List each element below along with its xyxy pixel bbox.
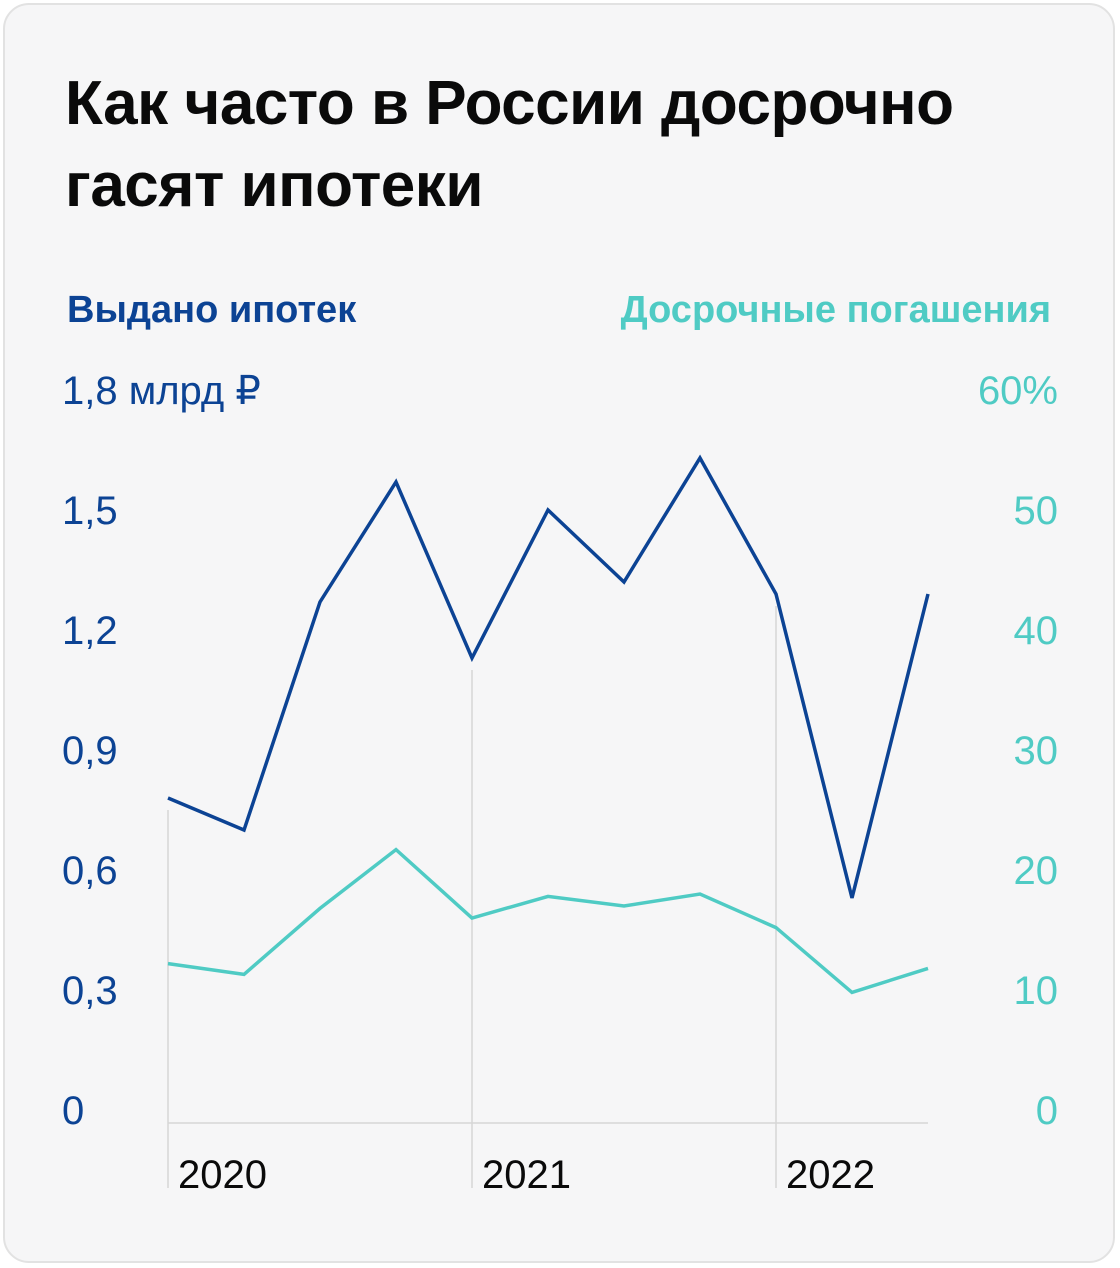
y-left-tick-label: 0 [62, 1089, 84, 1133]
y-left-tick-label: 1,8 млрд ₽ [62, 369, 261, 413]
legend-early-repayments: Досрочные погашения [620, 289, 1051, 331]
y-left-tick-label: 1,5 [62, 489, 118, 533]
x-tick-label: 2022 [786, 1153, 875, 1197]
y-right-tick-label: 30 [1014, 729, 1059, 773]
data-point-early-repayments [319, 907, 322, 910]
series-line-early-repayments [167, 847, 929, 995]
data-point-issued-mortgages [167, 797, 170, 800]
data-point-early-repayments [167, 962, 170, 965]
data-point-issued-mortgages [927, 593, 930, 596]
y-right-tick-label: 40 [1014, 609, 1059, 653]
data-point-early-repayments [775, 926, 778, 929]
y-left-tick-label: 0,9 [62, 729, 118, 773]
data-point-issued-mortgages [851, 897, 854, 900]
data-point-early-repayments [243, 973, 246, 976]
data-point-issued-mortgages [471, 657, 474, 660]
data-point-early-repayments [623, 905, 626, 908]
data-point-early-repayments [699, 893, 702, 896]
y-left-tick-label: 1,2 [62, 609, 118, 653]
chart-title: Как часто в России досрочно гасят ипотек… [65, 69, 954, 220]
data-point-issued-mortgages [395, 481, 398, 484]
y-right-tick-label: 10 [1014, 969, 1059, 1013]
data-point-early-repayments [927, 967, 930, 970]
data-point-issued-mortgages [775, 593, 778, 596]
data-point-issued-mortgages [243, 829, 246, 832]
data-point-early-repayments [547, 895, 550, 898]
chart-card: Как часто в России досрочно гасят ипотек… [3, 3, 1115, 1263]
x-tick-label: 2021 [482, 1153, 571, 1197]
y-left-tick-label: 0,6 [62, 849, 118, 893]
y-right-tick-label: 20 [1014, 849, 1059, 893]
data-point-early-repayments [395, 848, 398, 851]
y-right-tick-label: 50 [1014, 489, 1059, 533]
data-point-early-repayments [471, 917, 474, 920]
data-point-early-repayments [851, 991, 854, 994]
y-left-tick-label: 0,3 [62, 969, 118, 1013]
data-point-issued-mortgages [319, 601, 322, 604]
y-right-tick-label: 60% [978, 369, 1058, 413]
x-tick-label: 2020 [178, 1153, 267, 1197]
series-line-issued-mortgages [167, 454, 930, 899]
data-point-issued-mortgages [547, 509, 550, 512]
data-point-issued-mortgages [623, 581, 626, 584]
data-point-issued-mortgages [699, 457, 702, 460]
legend-issued-mortgages: Выдано ипотек [67, 289, 357, 331]
y-right-tick-label: 0 [1036, 1089, 1058, 1133]
